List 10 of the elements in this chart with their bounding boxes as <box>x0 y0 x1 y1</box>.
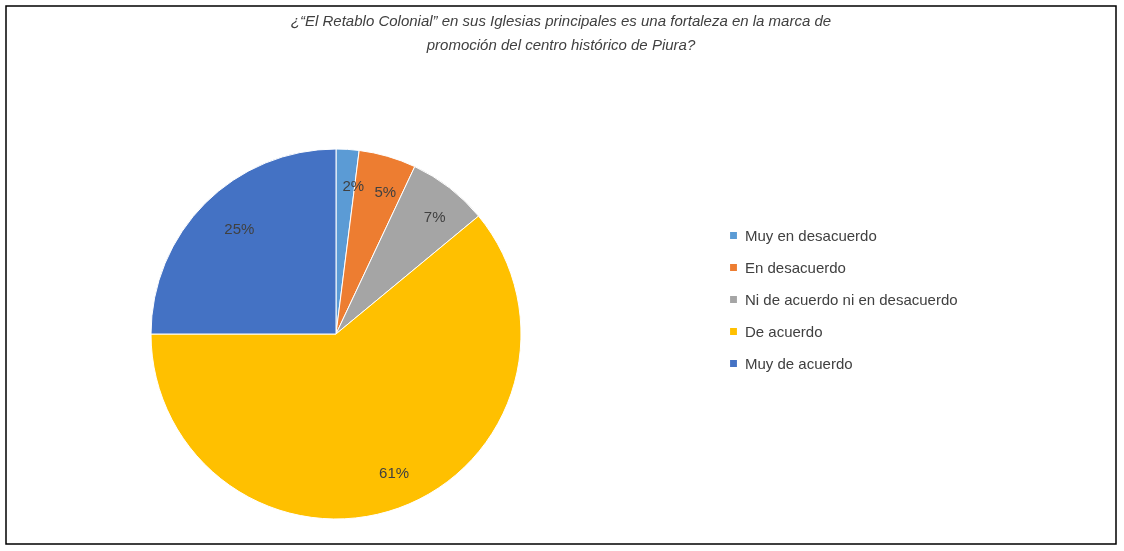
chart-title: ¿“El Retablo Colonial” en sus Iglesias principales es una fortaleza en la marca de promoción del centro histórico de Piura? <box>290 12 832 53</box>
data-label: 5% <box>374 182 397 200</box>
data-label: 25% <box>224 220 255 238</box>
data-label: 61% <box>379 464 410 482</box>
legend-label: En desacuerdo <box>745 258 846 276</box>
data-label: 7% <box>423 208 446 226</box>
legend-label: De acuerdo <box>745 322 823 340</box>
legend-label: Muy de acuerdo <box>745 354 853 372</box>
legend-label: Ni de acuerdo ni en desacuerdo <box>745 290 958 308</box>
legend-label: Muy en desacuerdo <box>745 226 877 244</box>
